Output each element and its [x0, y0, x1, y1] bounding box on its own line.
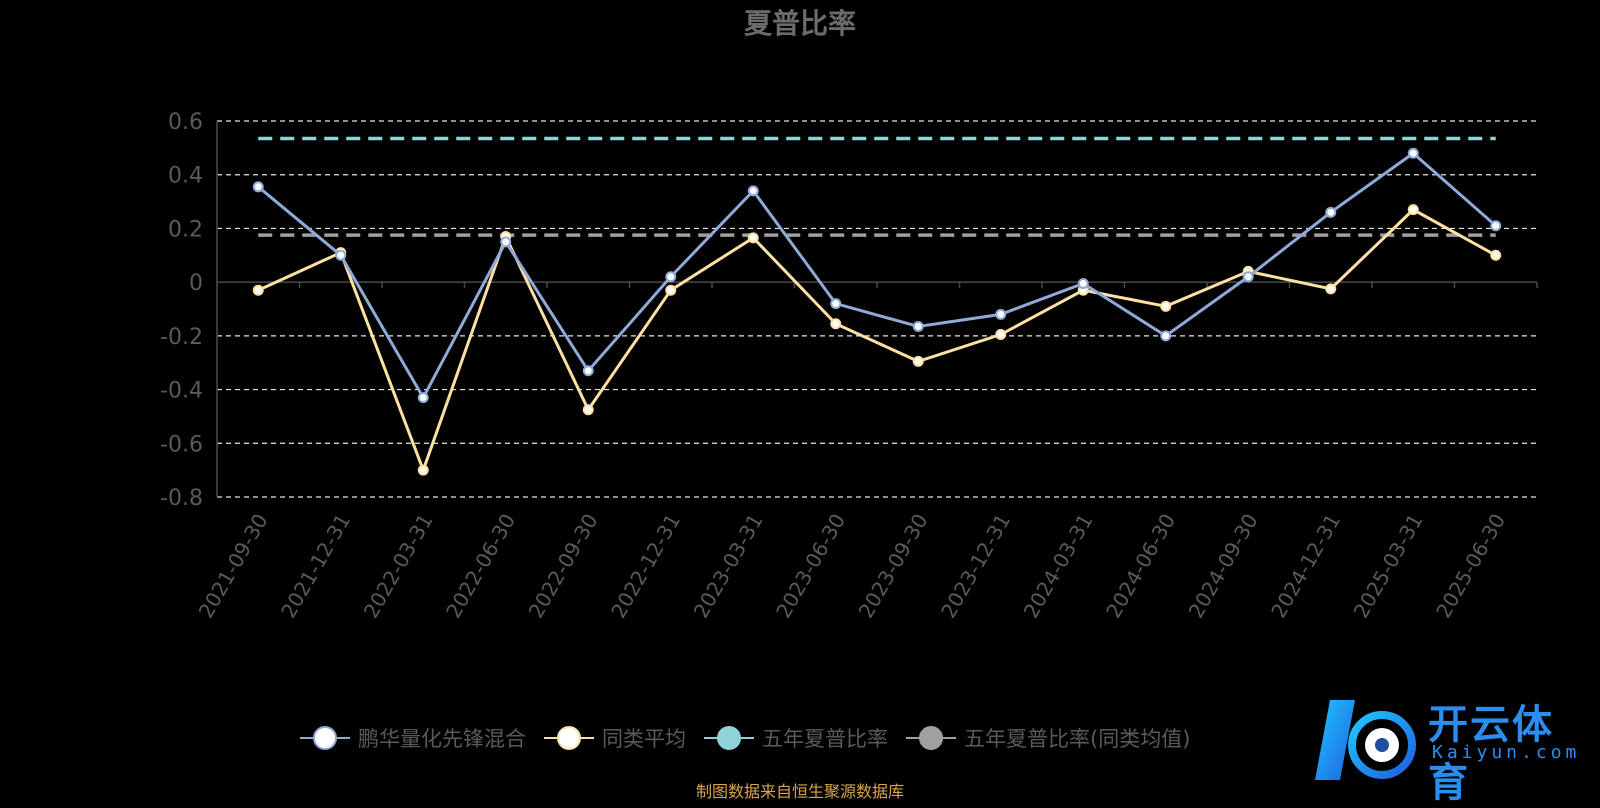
data-point-1	[252, 284, 264, 296]
x-tick-label: 2021-09-30	[194, 510, 273, 623]
data-point-0	[1407, 147, 1419, 159]
legend-label-fund: 鹏华量化先锋混合	[358, 727, 526, 751]
logo-brand-text: 开云体育	[1428, 702, 1554, 806]
legend-item-five-year-sharpe-peer[interactable]: 五年夏普比率(同类均值)	[906, 723, 1190, 753]
legend-item-fund[interactable]: 鹏华量化先锋混合	[300, 723, 526, 753]
y-tick-label: 0.6	[168, 110, 203, 135]
x-tick-label: 2024-06-30	[1101, 510, 1180, 623]
data-point-1	[1325, 283, 1337, 295]
data-point-0	[1160, 330, 1172, 342]
data-point-1	[417, 464, 429, 476]
x-tick-label: 2022-03-31	[359, 510, 438, 623]
data-point-0	[830, 298, 842, 310]
x-tick-label: 2023-03-31	[689, 510, 768, 623]
data-point-0	[252, 181, 264, 193]
y-tick-label: -0.8	[160, 486, 203, 511]
x-tick-label: 2024-12-31	[1266, 510, 1345, 623]
x-tick-label: 2025-03-31	[1349, 510, 1428, 623]
logo-domain-text: Kaiyun.com	[1432, 742, 1581, 763]
legend-label-five-year-sharpe-peer: 五年夏普比率(同类均值)	[964, 727, 1191, 751]
data-point-1	[1407, 204, 1419, 216]
y-tick-label: 0.4	[168, 164, 203, 189]
data-point-0	[417, 392, 429, 404]
data-point-0	[912, 320, 924, 332]
legend-label-five-year-sharpe: 五年夏普比率	[762, 727, 888, 751]
data-point-0	[335, 249, 347, 261]
x-tick-label: 2024-09-30	[1184, 510, 1263, 623]
legend-label-peer-average: 同类平均	[602, 727, 686, 751]
data-point-1	[665, 284, 677, 296]
legend-item-five-year-sharpe[interactable]: 五年夏普比率	[704, 723, 888, 753]
x-tick-label: 2024-03-31	[1019, 510, 1098, 623]
x-tick-label: 2023-06-30	[771, 510, 850, 623]
legend-marker-five-year-icon	[704, 726, 754, 750]
data-point-1	[747, 232, 759, 244]
data-point-0	[1325, 206, 1337, 218]
legend-item-peer-average[interactable]: 同类平均	[544, 723, 686, 753]
data-point-1	[1490, 249, 1502, 261]
data-point-1	[995, 329, 1007, 341]
y-tick-label: -0.2	[160, 325, 203, 350]
data-source-note: 制图数据来自恒生聚源数据库	[695, 782, 904, 801]
data-point-1	[830, 318, 842, 330]
y-tick-label: 0.2	[168, 217, 203, 242]
legend-marker-fund-icon	[300, 726, 350, 750]
x-tick-label: 2021-12-31	[276, 510, 355, 623]
data-point-0	[1077, 277, 1089, 289]
y-tick-label: -0.4	[160, 379, 203, 404]
y-tick-label: -0.6	[160, 432, 203, 457]
x-tick-label: 2022-09-30	[524, 510, 603, 623]
data-point-0	[1490, 220, 1502, 232]
data-point-0	[747, 185, 759, 197]
data-point-0	[500, 236, 512, 248]
logo-icon	[1315, 700, 1416, 780]
chart-title: 夏普比率	[743, 7, 856, 40]
x-tick-label: 2023-12-31	[936, 510, 1015, 623]
x-tick-label: 2025-06-30	[1431, 510, 1510, 623]
legend: 鹏华量化先锋混合 同类平均 五年夏普比率 五年夏普比率(同类均值)	[300, 718, 1190, 758]
series-line-1	[257, 207, 1497, 475]
y-tick-label: 0	[189, 271, 203, 296]
data-point-0	[995, 308, 1007, 320]
data-point-0	[665, 271, 677, 283]
data-point-1	[912, 355, 924, 367]
x-tick-label: 2022-06-30	[441, 510, 520, 623]
data-point-0	[1242, 271, 1254, 283]
data-point-1	[1160, 300, 1172, 312]
legend-marker-five-year-peer-icon	[906, 726, 956, 750]
data-point-0	[582, 365, 594, 377]
x-tick-label: 2023-09-30	[854, 510, 933, 623]
watermark-logo: 开云体育 Kaiyun.com	[1310, 690, 1590, 806]
legend-marker-peer-icon	[544, 726, 594, 750]
x-tick-label: 2022-12-31	[606, 510, 685, 623]
series-line-0	[257, 151, 1497, 401]
data-point-1	[582, 404, 594, 416]
